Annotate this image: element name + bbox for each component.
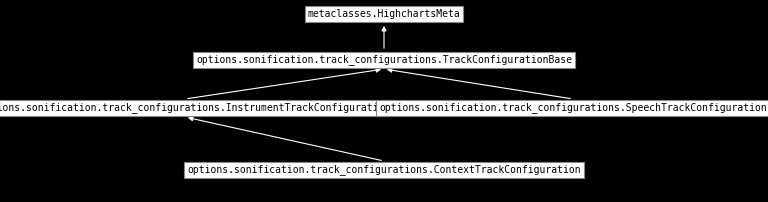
Text: options.sonification.track_configurations.ContextTrackConfiguration: options.sonification.track_configuration… xyxy=(187,165,581,176)
Text: options.sonification.track_configurations.TrackConfigurationBase: options.sonification.track_configuration… xyxy=(196,55,572,65)
Text: options.sonification.track_configurations.SpeechTrackConfiguration: options.sonification.track_configuration… xyxy=(379,103,767,114)
Text: metaclasses.HighchartsMeta: metaclasses.HighchartsMeta xyxy=(308,9,460,19)
Text: options.sonification.track_configurations.InstrumentTrackConfiguration: options.sonification.track_configuration… xyxy=(0,103,391,114)
